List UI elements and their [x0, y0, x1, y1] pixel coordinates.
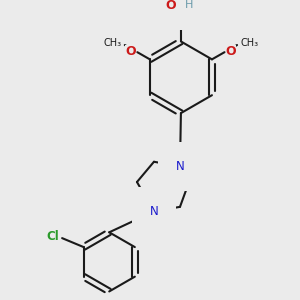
Text: Cl: Cl	[47, 230, 59, 243]
Text: O: O	[166, 0, 176, 12]
Text: N: N	[176, 160, 184, 173]
Text: O: O	[125, 45, 136, 58]
Text: N: N	[150, 205, 158, 218]
Text: CH₃: CH₃	[240, 38, 258, 48]
Text: H: H	[184, 0, 193, 10]
Text: CH₃: CH₃	[103, 38, 122, 48]
Text: O: O	[226, 45, 236, 58]
